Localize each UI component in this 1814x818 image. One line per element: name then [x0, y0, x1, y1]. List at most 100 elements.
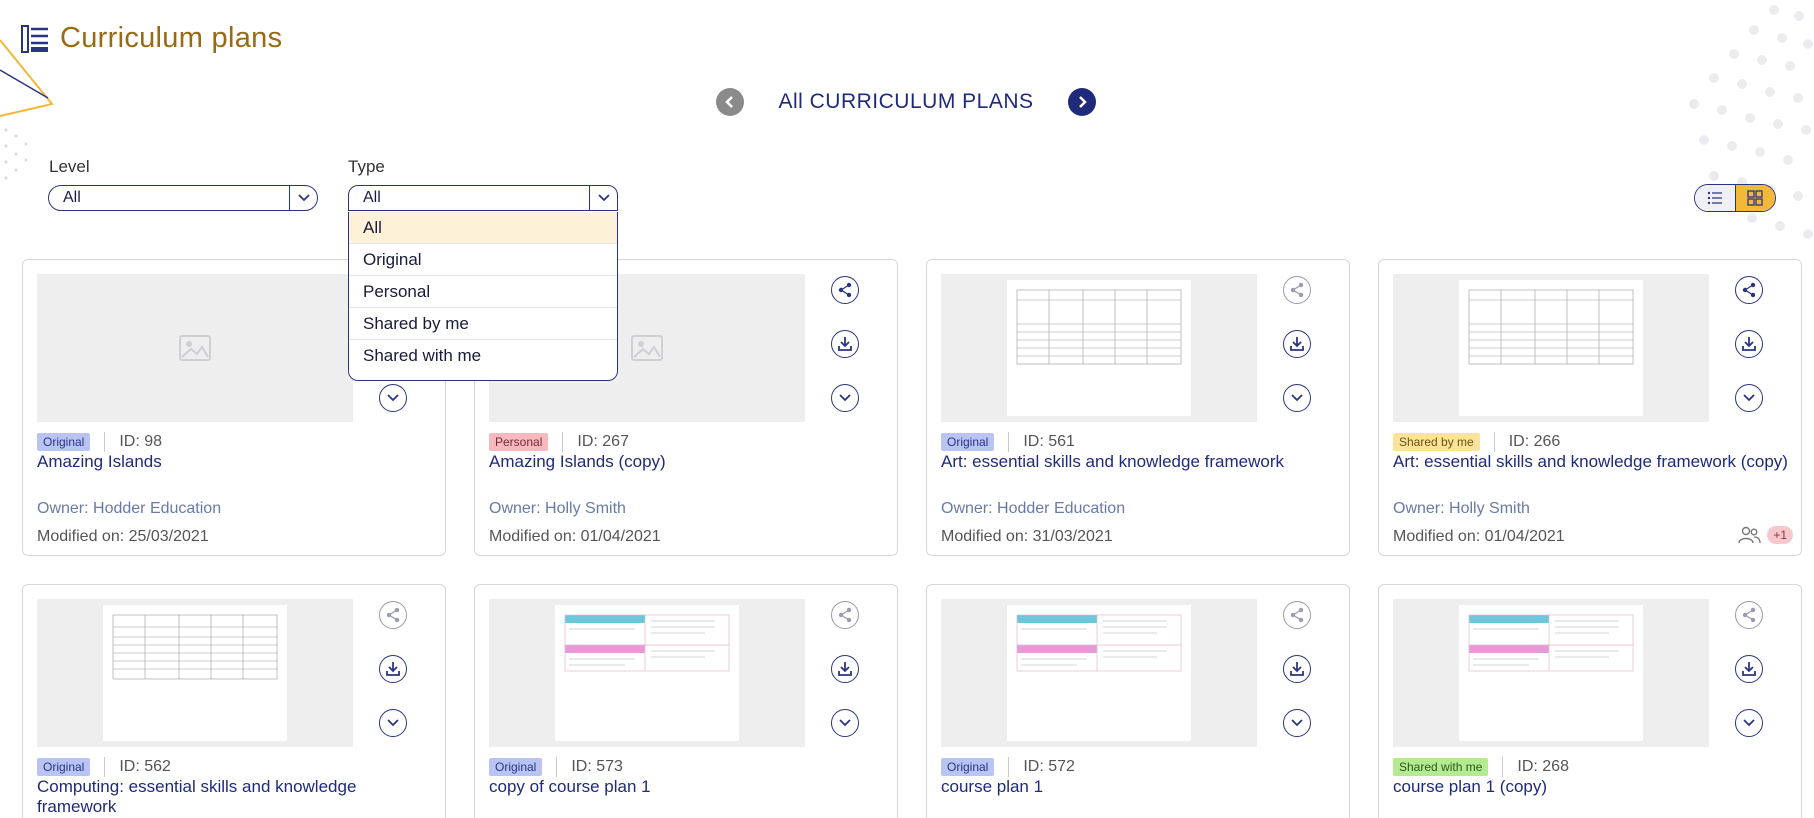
page-title: Curriculum plans [60, 22, 283, 54]
type-badge: Shared with me [1393, 758, 1489, 776]
plan-modified-date: Modified on: 31/03/2021 [941, 528, 1113, 545]
decorative-triangle [0, 39, 54, 180]
expand-button[interactable] [831, 384, 859, 412]
type-badge: Original [489, 758, 543, 776]
share-icon [1742, 282, 1756, 298]
download-button[interactable] [1283, 655, 1311, 683]
type-badge: Original [941, 758, 995, 776]
expand-button[interactable] [831, 709, 859, 737]
plan-card[interactable]: Original ID: 573 copy of course plan 1 [474, 584, 898, 818]
plan-card[interactable]: Shared with me ID: 268 course plan 1 (co… [1378, 584, 1802, 818]
type-option-personal[interactable]: Personal [349, 276, 617, 308]
share-icon [838, 282, 852, 298]
next-category-button[interactable] [1067, 88, 1096, 116]
plan-title[interactable]: course plan 1 [941, 777, 1044, 796]
users-icon [1738, 526, 1761, 544]
download-icon [838, 337, 852, 351]
plan-title[interactable]: Art: essential skills and knowledge fram… [941, 452, 1284, 471]
card-actions [1283, 276, 1313, 412]
expand-button[interactable] [379, 384, 407, 412]
expand-button[interactable] [1283, 709, 1311, 737]
grid-view-button[interactable] [1734, 185, 1775, 211]
download-button[interactable] [379, 655, 407, 683]
plan-title[interactable]: course plan 1 (copy) [1393, 777, 1548, 796]
share-button[interactable] [831, 601, 859, 629]
chevron-down-icon [1743, 394, 1755, 402]
download-button[interactable] [1283, 330, 1311, 358]
plan-title[interactable]: copy of course plan 1 [489, 777, 651, 796]
plan-thumbnail [941, 599, 1257, 747]
plan-thumbnail [1393, 274, 1709, 422]
plan-card[interactable]: Original ID: 561 Art: essential skills a… [926, 259, 1350, 556]
plan-owner: Owner: Hodder Education [37, 500, 222, 517]
plan-thumbnail [1393, 599, 1709, 747]
page-header: Curriculum plans [20, 22, 282, 55]
card-meta: Shared with me ID: 268 [1393, 757, 1569, 777]
download-icon [1290, 662, 1304, 676]
plan-card[interactable]: Shared by me ID: 266 Art: essential skil… [1378, 259, 1802, 556]
image-placeholder-icon [179, 335, 211, 361]
plan-thumbnail [37, 274, 353, 422]
share-button[interactable] [1283, 276, 1311, 304]
chevron-down-icon [387, 394, 399, 402]
plan-owner: Owner: Hodder Education [941, 500, 1126, 517]
shared-users[interactable]: +1 [1737, 526, 1793, 544]
level-select[interactable]: All [48, 185, 318, 211]
plan-id: ID: 98 [119, 433, 163, 450]
divider [104, 432, 106, 452]
type-option-shared-by-me[interactable]: Shared by me [349, 308, 617, 340]
type-badge: Shared by me [1393, 433, 1480, 451]
card-meta: Original ID: 562 [37, 757, 171, 777]
share-button[interactable] [831, 276, 859, 304]
chevron-down-icon [387, 719, 399, 727]
share-icon [386, 607, 400, 623]
chevron-down-icon [289, 186, 317, 210]
card-actions [1735, 601, 1765, 737]
divider [104, 757, 106, 777]
download-button[interactable] [831, 655, 859, 683]
expand-button[interactable] [1735, 709, 1763, 737]
image-placeholder-icon [631, 335, 663, 361]
list-view-icon [1707, 191, 1722, 205]
type-option-shared-with-me[interactable]: Shared with me [363, 346, 482, 365]
divider [1008, 432, 1010, 452]
share-button[interactable] [1735, 601, 1763, 629]
share-button[interactable] [1283, 601, 1311, 629]
list-document-icon [21, 24, 48, 53]
type-option-original[interactable]: Original [349, 244, 617, 276]
previous-category-button[interactable] [716, 88, 744, 116]
card-meta: Original ID: 573 [489, 757, 623, 777]
plan-modified-date: Modified on: 25/03/2021 [37, 528, 209, 545]
plan-modified-date: Modified on: 01/04/2021 [489, 528, 661, 545]
type-select[interactable]: All [348, 185, 618, 211]
expand-button[interactable] [1283, 384, 1311, 412]
share-button[interactable] [1735, 276, 1763, 304]
document-preview [555, 605, 739, 741]
grid-view-icon [1747, 190, 1763, 206]
plan-card[interactable]: Original ID: 562 Computing: essential sk… [22, 584, 446, 818]
list-view-button[interactable] [1695, 185, 1735, 211]
divider [562, 432, 564, 452]
plan-id: ID: 572 [1023, 758, 1075, 775]
type-badge: Original [37, 433, 91, 451]
plan-card[interactable]: Original ID: 572 course plan 1 [926, 584, 1350, 818]
type-option-all[interactable]: All [349, 212, 617, 244]
plan-title[interactable]: Amazing Islands [37, 452, 162, 471]
divider [1493, 432, 1495, 452]
expand-button[interactable] [1735, 384, 1763, 412]
divider [1502, 757, 1504, 777]
plan-title[interactable]: Amazing Islands (copy) [489, 452, 666, 471]
plan-title[interactable]: Computing: essential skills and knowledg… [37, 777, 357, 816]
download-button[interactable] [1735, 655, 1763, 683]
download-button[interactable] [831, 330, 859, 358]
download-button[interactable] [1735, 330, 1763, 358]
plan-category-nav: All CURRICULUM PLANS [716, 87, 1096, 117]
expand-button[interactable] [379, 709, 407, 737]
divider [556, 757, 558, 777]
share-button[interactable] [379, 601, 407, 629]
chevron-down-icon [1291, 394, 1303, 402]
divider [1008, 757, 1010, 777]
plan-title[interactable]: Art: essential skills and knowledge fram… [1393, 452, 1788, 471]
plan-id: ID: 267 [577, 433, 629, 450]
plan-id: ID: 268 [1517, 758, 1569, 775]
